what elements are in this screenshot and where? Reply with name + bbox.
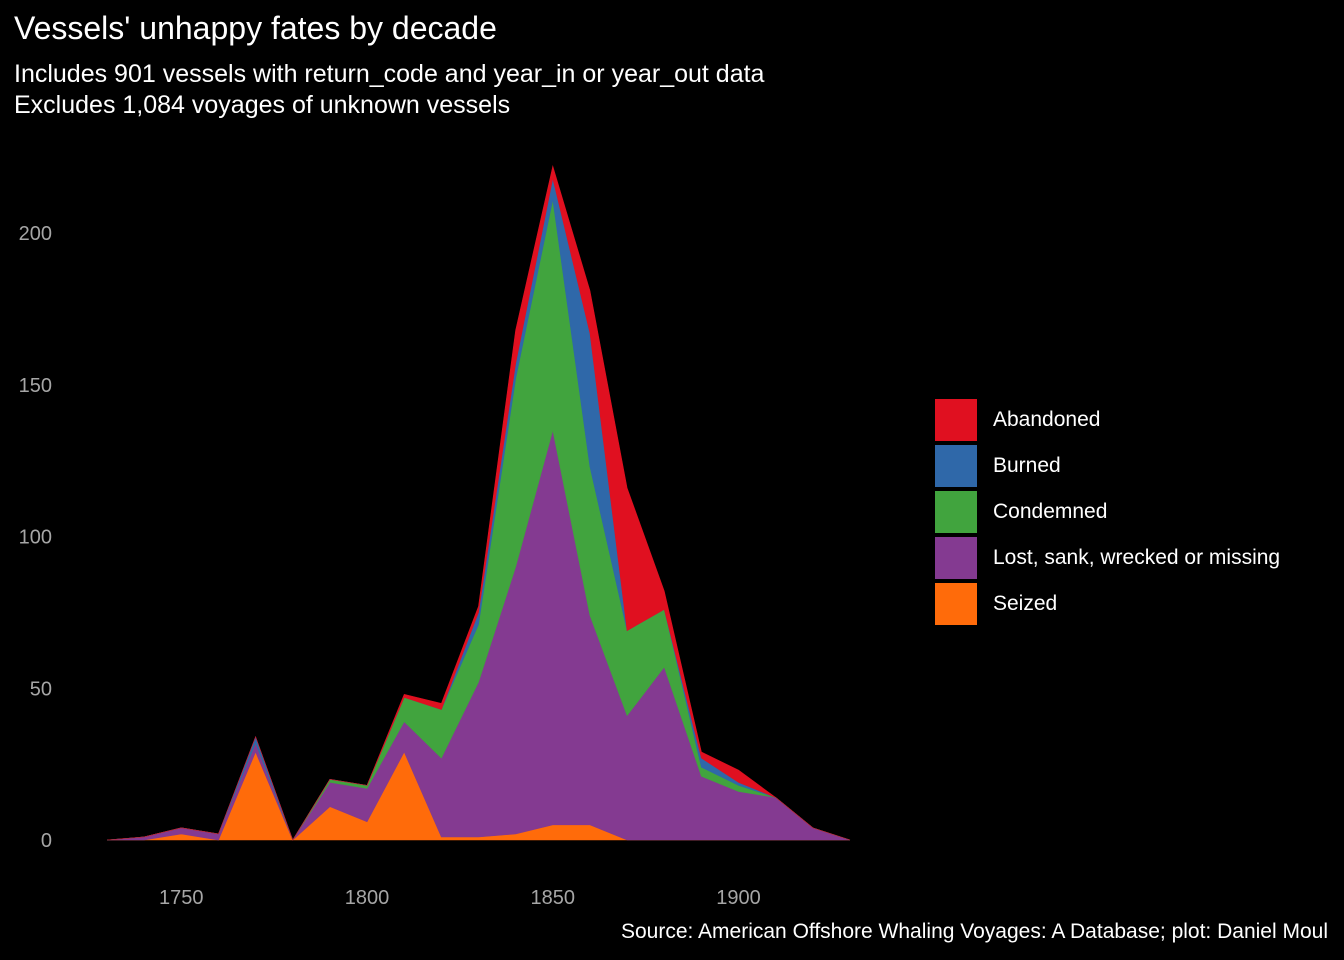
- chart-subtitle-line-1: Includes 901 vessels with return_code an…: [14, 60, 765, 88]
- area-abandoned: [106, 165, 851, 841]
- y-tick-label: 0: [41, 830, 52, 852]
- chart-title: Vessels' unhappy fates by decade: [14, 10, 497, 46]
- y-tick-label: 50: [30, 678, 52, 700]
- legend-key: [935, 399, 977, 441]
- y-axis: 0 50 100 150 200: [19, 223, 52, 852]
- legend-key: [935, 583, 977, 625]
- y-tick-label: 100: [19, 527, 52, 549]
- x-tick-label: 1850: [531, 887, 576, 909]
- x-tick-label: 1750: [159, 887, 204, 909]
- x-tick-label: 1900: [716, 887, 761, 909]
- legend-key: [935, 445, 977, 487]
- y-tick-label: 150: [19, 375, 52, 397]
- legend-key: [935, 491, 977, 533]
- area-layers: [106, 165, 851, 841]
- legend-label: Seized: [993, 592, 1058, 615]
- legend-label: Abandoned: [993, 408, 1101, 431]
- legend-key: [935, 537, 977, 579]
- x-axis: 1750 1800 1850 1900: [159, 887, 761, 909]
- chart-subtitle-line-2: Excludes 1,084 voyages of unknown vessel…: [14, 91, 511, 119]
- chart-caption: Source: American Offshore Whaling Voyage…: [620, 920, 1328, 943]
- legend-label: Condemned: [993, 500, 1108, 523]
- y-tick-label: 200: [19, 223, 52, 245]
- legend-label: Burned: [993, 454, 1061, 477]
- legend-label: Lost, sank, wrecked or missing: [993, 546, 1281, 569]
- x-tick-label: 1800: [345, 887, 390, 909]
